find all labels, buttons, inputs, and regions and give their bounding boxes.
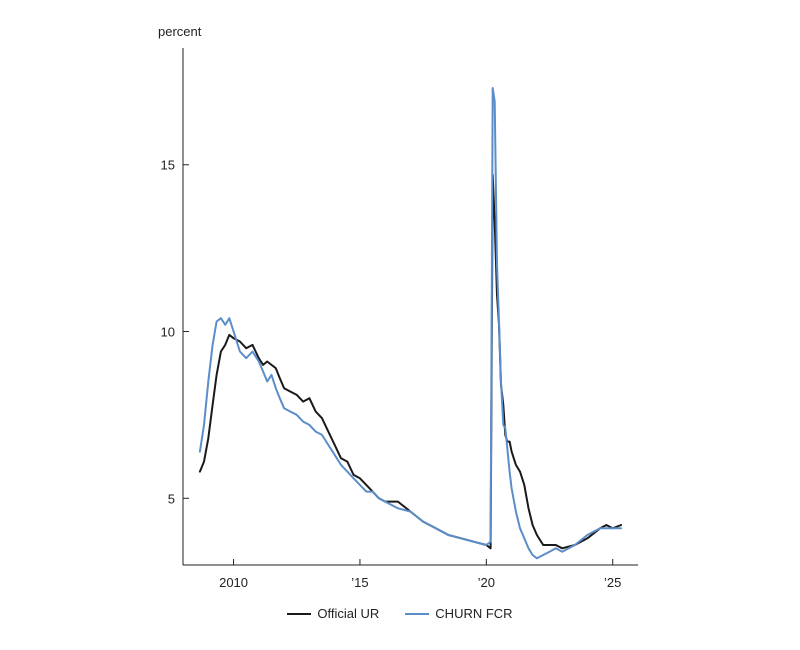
legend-label-churn-fcr: CHURN FCR: [435, 606, 513, 621]
x-tick-label: ’25: [604, 575, 621, 590]
y-tick-label: 5: [168, 491, 175, 506]
series-line-official-ur: [198, 173, 623, 550]
legend-item-official-ur: Official UR: [287, 606, 379, 621]
y-tick-label: 15: [161, 158, 175, 173]
legend-label-official-ur: Official UR: [317, 606, 380, 621]
unit-label: percent: [158, 24, 202, 39]
series-lines: [198, 87, 623, 560]
x-tick-label: ’20: [478, 575, 495, 590]
y-ticks: 5 10 15: [161, 158, 189, 506]
y-tick-label: 10: [161, 325, 175, 340]
legend-swatch-official-ur: [287, 612, 312, 615]
x-tick-label: ’15: [351, 575, 368, 590]
line-chart: percent 5 10 15 2010 ’15 ’20 ’25: [158, 24, 638, 590]
legend-item-churn-fcr: CHURN FCR: [405, 606, 513, 621]
series-line-churn-fcr: [198, 87, 623, 560]
legend: Official UR CHURN FCR: [0, 606, 800, 621]
x-tick-label: 2010: [219, 575, 248, 590]
x-ticks: 2010 ’15 ’20 ’25: [219, 559, 621, 590]
legend-swatch-churn-fcr: [405, 612, 430, 615]
